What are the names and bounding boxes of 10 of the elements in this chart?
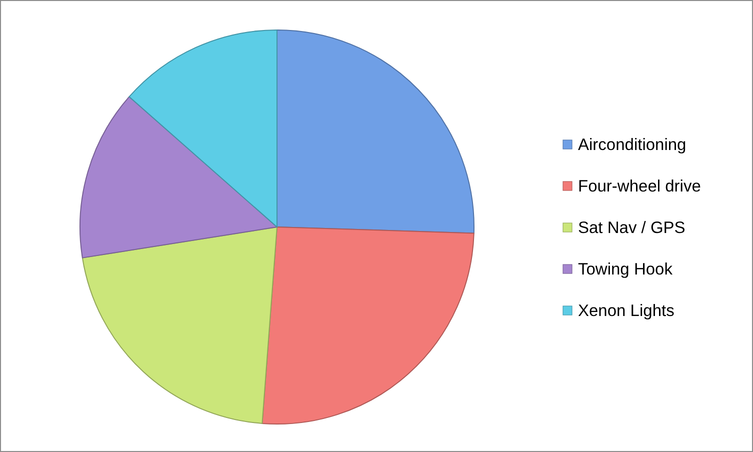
pie-slice — [276, 30, 474, 234]
legend-label: Sat Nav / GPS — [578, 219, 686, 237]
legend-label: Four-wheel drive — [578, 178, 701, 196]
pie-slice — [262, 226, 474, 424]
pie-slice — [80, 96, 278, 258]
pie-slice — [128, 30, 278, 228]
pie-slice — [82, 226, 278, 424]
legend-label: Airconditioning — [578, 136, 686, 154]
legend-label: Towing Hook — [578, 260, 674, 278]
legend-label: Xenon Lights — [578, 302, 674, 320]
